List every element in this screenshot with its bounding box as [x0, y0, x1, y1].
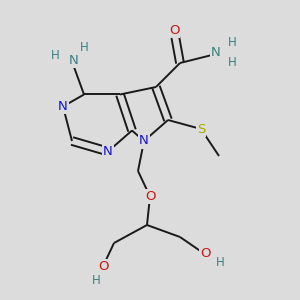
Text: N: N — [103, 145, 113, 158]
Text: O: O — [98, 260, 109, 274]
Text: H: H — [92, 274, 100, 287]
Text: O: O — [200, 247, 211, 260]
Text: N: N — [69, 53, 78, 67]
Text: O: O — [145, 190, 155, 203]
Text: N: N — [211, 46, 221, 59]
Text: O: O — [169, 23, 179, 37]
Text: H: H — [51, 49, 60, 62]
Text: H: H — [228, 35, 237, 49]
Text: N: N — [139, 134, 149, 148]
Text: H: H — [216, 256, 225, 269]
Text: H: H — [80, 41, 88, 55]
Text: N: N — [58, 100, 68, 113]
Text: S: S — [197, 122, 205, 136]
Text: H: H — [228, 56, 237, 69]
